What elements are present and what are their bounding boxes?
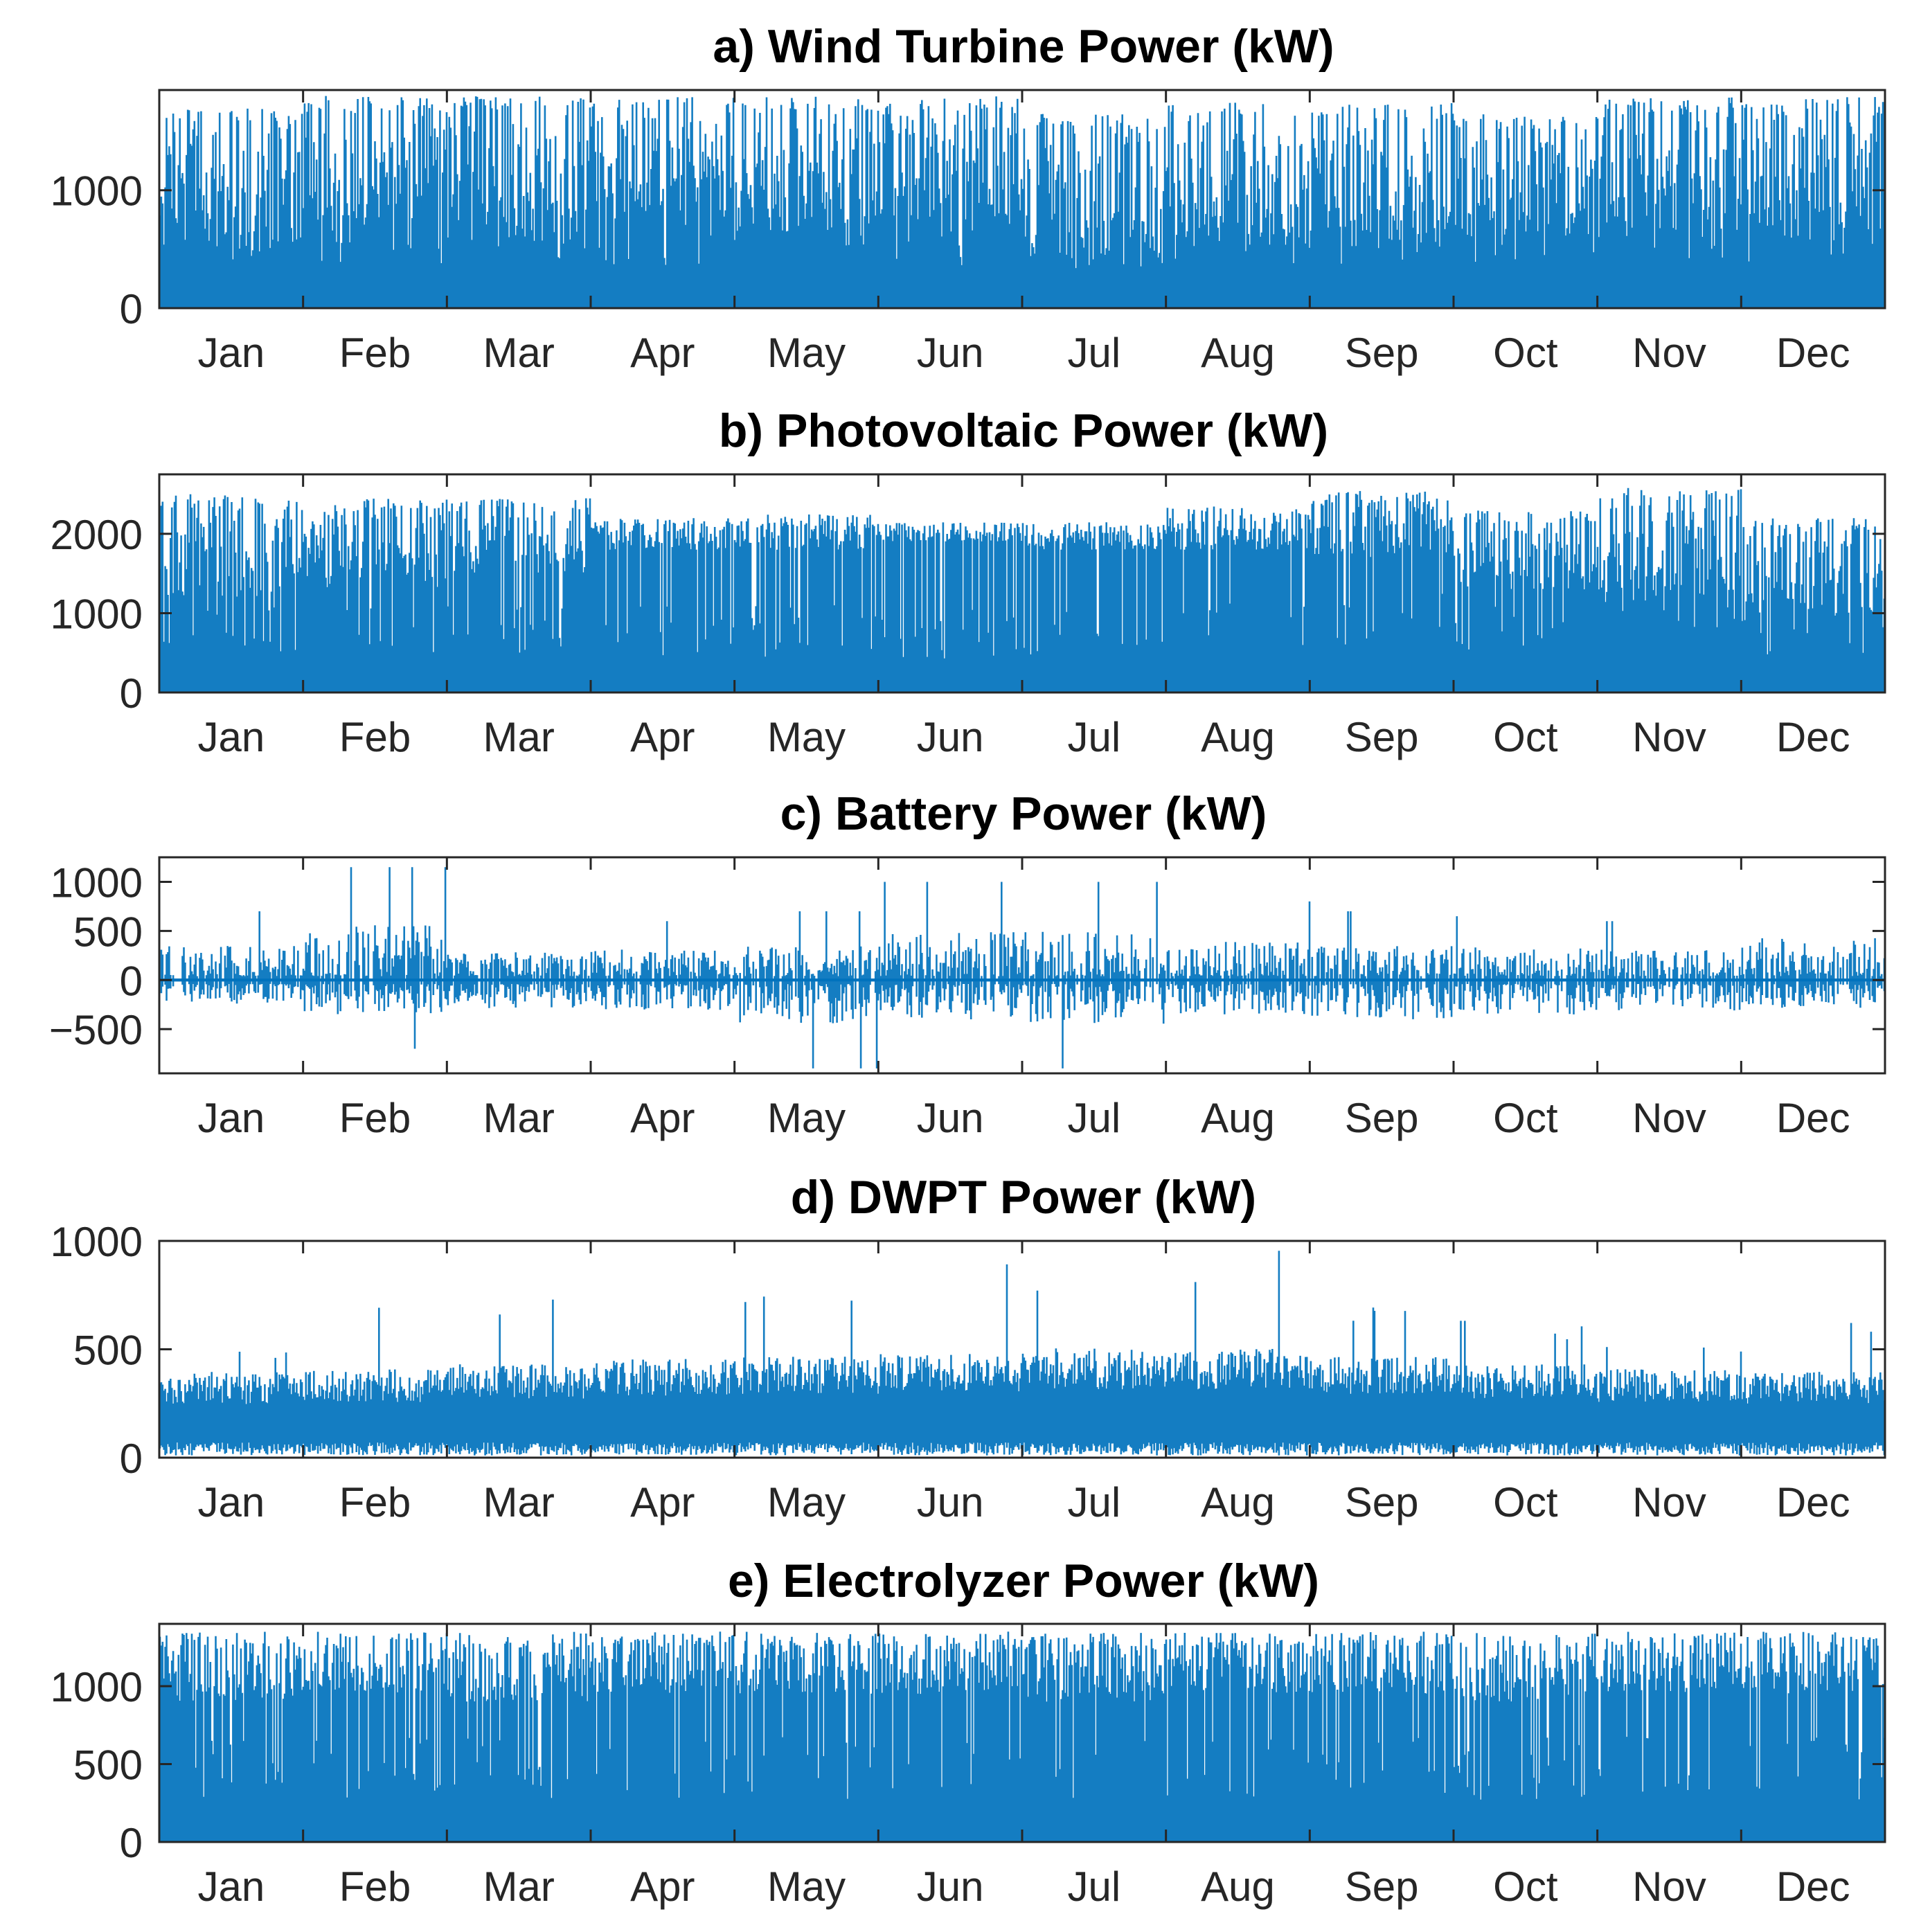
wind-turbine-x-tick-label: Jun (917, 330, 984, 376)
battery-panel: c) Battery Power (kW) Jan Feb Mar Apr May Jun… (49, 787, 1886, 1141)
dwpt-x-tick-label: Feb (339, 1479, 411, 1526)
photovoltaic-x-tick-label: May (767, 714, 846, 760)
photovoltaic-x-tick-label: Oct (1493, 714, 1558, 760)
dwpt-x-tick-label: Nov (1632, 1479, 1706, 1526)
dwpt-x-tick-label: Mar (483, 1479, 554, 1526)
photovoltaic-y-tick-label: 0 (120, 670, 143, 717)
wind-turbine-x-tick-label: Nov (1632, 330, 1706, 376)
wind-turbine-y-tick-label: 1000 (51, 168, 143, 215)
electrolyzer-x-tick-label: Dec (1776, 1863, 1850, 1910)
photovoltaic-x-tick-label: Jul (1067, 714, 1120, 760)
battery-y-tick-label: 1000 (51, 859, 143, 906)
photovoltaic-x-tick-label: Jun (917, 714, 984, 760)
photovoltaic-panel: b) Photovoltaic Power (kW) Jan Feb Mar Apr M… (51, 404, 1886, 760)
dwpt-x-tick-label: Apr (630, 1479, 695, 1526)
battery-x-tick-label: Dec (1776, 1095, 1850, 1141)
battery-x-tick-label: Oct (1493, 1095, 1558, 1141)
electrolyzer-y-tick-label: 1000 (51, 1664, 143, 1710)
photovoltaic-title: b) Photovoltaic Power (kW) (719, 404, 1328, 457)
photovoltaic-x-tick-label: Jan (197, 714, 265, 760)
dwpt-x-tick-label: May (767, 1479, 846, 1526)
dwpt-panel: d) DWPT Power (kW) Jan Feb Mar Apr May Jun Jul… (51, 1171, 1886, 1526)
wind-turbine-x-tick-label: Sep (1345, 330, 1419, 376)
electrolyzer-x-tick-label: Nov (1632, 1863, 1706, 1910)
electrolyzer-x-tick-label: May (767, 1863, 846, 1910)
electrolyzer-panel: e) Electrolyzer Power (kW) Jan Feb Mar Apr M… (51, 1555, 1886, 1910)
dwpt-y-tick-label: 0 (120, 1435, 143, 1482)
wind-turbine-x-tick-label: Jan (197, 330, 265, 376)
photovoltaic-x-tick-label: Feb (339, 714, 411, 760)
photovoltaic-y-tick-label: 1000 (51, 591, 143, 637)
photovoltaic-x-tick-label: Mar (483, 714, 554, 760)
dwpt-x-tick-label: Dec (1776, 1479, 1850, 1526)
battery-y-tick-label: −500 (49, 1007, 143, 1053)
dwpt-y-tick-label: 500 (73, 1327, 143, 1374)
wind-turbine-x-tick-label: Dec (1776, 330, 1850, 376)
dwpt-x-tick-label: Oct (1493, 1479, 1558, 1526)
dwpt-title: d) DWPT Power (kW) (791, 1171, 1256, 1224)
battery-x-tick-label: Jan (197, 1095, 265, 1141)
electrolyzer-x-tick-label: Oct (1493, 1863, 1558, 1910)
electrolyzer-x-tick-label: Jan (197, 1863, 265, 1910)
dwpt-x-tick-label: Aug (1201, 1479, 1275, 1526)
battery-y-tick-label: 500 (73, 909, 143, 955)
wind-turbine-title: a) Wind Turbine Power (kW) (713, 20, 1334, 73)
photovoltaic-x-tick-label: Dec (1776, 714, 1850, 760)
battery-x-tick-label: Feb (339, 1095, 411, 1141)
battery-title: c) Battery Power (kW) (780, 787, 1267, 840)
photovoltaic-x-tick-label: Sep (1345, 714, 1419, 760)
dwpt-x-tick-label: Jun (917, 1479, 984, 1526)
battery-x-tick-label: May (767, 1095, 846, 1141)
battery-x-tick-label: Nov (1632, 1095, 1706, 1141)
battery-x-tick-label: Jul (1067, 1095, 1120, 1141)
wind-turbine-x-tick-label: Jul (1067, 330, 1120, 376)
photovoltaic-x-tick-label: Nov (1632, 714, 1706, 760)
electrolyzer-y-tick-label: 0 (120, 1820, 143, 1866)
electrolyzer-x-tick-label: Mar (483, 1863, 554, 1910)
electrolyzer-x-tick-label: Feb (339, 1863, 411, 1910)
electrolyzer-title: e) Electrolyzer Power (kW) (728, 1555, 1319, 1607)
battery-y-tick-label: 0 (120, 958, 143, 1004)
dwpt-y-tick-label: 1000 (51, 1219, 143, 1265)
dwpt-x-tick-label: Sep (1345, 1479, 1419, 1526)
dwpt-x-tick-label: Jul (1067, 1479, 1120, 1526)
wind-turbine-y-tick-label: 0 (120, 286, 143, 332)
wind-turbine-x-tick-label: May (767, 330, 846, 376)
battery-x-tick-label: Jun (917, 1095, 984, 1141)
wind-turbine-x-tick-label: Feb (339, 330, 411, 376)
battery-x-tick-label: Mar (483, 1095, 554, 1141)
photovoltaic-x-tick-label: Apr (630, 714, 695, 760)
battery-x-tick-label: Sep (1345, 1095, 1419, 1141)
wind-turbine-x-tick-label: Oct (1493, 330, 1558, 376)
photovoltaic-y-tick-label: 2000 (51, 512, 143, 558)
electrolyzer-x-tick-label: Aug (1201, 1863, 1275, 1910)
electrolyzer-x-tick-label: Apr (630, 1863, 695, 1910)
electrolyzer-y-tick-label: 500 (73, 1742, 143, 1789)
electrolyzer-x-tick-label: Jul (1067, 1863, 1120, 1910)
battery-x-tick-label: Aug (1201, 1095, 1275, 1141)
wind-turbine-x-tick-label: Aug (1201, 330, 1275, 376)
photovoltaic-x-tick-label: Aug (1201, 714, 1275, 760)
dwpt-x-tick-label: Jan (197, 1479, 265, 1526)
electrolyzer-x-tick-label: Jun (917, 1863, 984, 1910)
wind-turbine-x-tick-label: Apr (630, 330, 695, 376)
wind-turbine-panel: a) Wind Turbine Power (kW) Jan Feb Mar Apr M… (51, 20, 1886, 376)
battery-x-tick-label: Apr (630, 1095, 695, 1141)
wind-turbine-x-tick-label: Mar (483, 330, 554, 376)
electrolyzer-x-tick-label: Sep (1345, 1863, 1419, 1910)
